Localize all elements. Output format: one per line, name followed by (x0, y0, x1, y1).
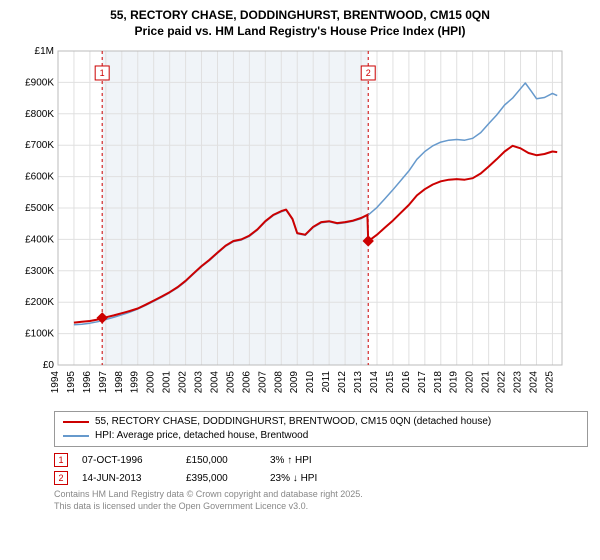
svg-text:2013: 2013 (353, 371, 364, 394)
legend-item: HPI: Average price, detached house, Bren… (63, 429, 579, 443)
svg-text:1: 1 (100, 68, 105, 78)
title-line1: 55, RECTORY CHASE, DODDINGHURST, BRENTWO… (10, 8, 590, 24)
legend-swatch (63, 421, 89, 423)
transaction-marker: 2 (54, 471, 68, 485)
svg-text:2009: 2009 (289, 371, 300, 394)
price-chart: £0 £100K £200K £300K £400K £500K £600K £700K £80… (10, 45, 570, 405)
svg-text:2023: 2023 (513, 371, 524, 394)
svg-text:1994: 1994 (50, 371, 61, 394)
transaction-delta: 3% ↑ HPI (270, 455, 312, 466)
svg-text:1999: 1999 (130, 371, 141, 394)
svg-text:£100K: £100K (25, 329, 54, 340)
transactions-table: 1 07-OCT-1996 £150,000 3% ↑ HPI 2 14-JUN-2013… (54, 453, 588, 485)
svg-text:£900K: £900K (25, 78, 54, 89)
transaction-date: 07-OCT-1996 (82, 455, 172, 466)
svg-text:1995: 1995 (66, 371, 77, 394)
footer-line1: Contains HM Land Registry data © Crown c… (54, 489, 588, 501)
svg-text:2004: 2004 (209, 371, 220, 394)
svg-text:2016: 2016 (401, 371, 412, 394)
svg-text:2012: 2012 (337, 371, 348, 394)
transaction-row: 2 14-JUN-2013 £395,000 23% ↓ HPI (54, 471, 588, 485)
svg-text:£600K: £600K (25, 172, 54, 183)
title-line2: Price paid vs. HM Land Registry's House … (10, 24, 590, 40)
transaction-marker: 1 (54, 453, 68, 467)
svg-text:£400K: £400K (25, 235, 54, 246)
svg-text:2017: 2017 (417, 371, 428, 394)
transaction-delta: 23% ↓ HPI (270, 473, 317, 484)
transaction-price: £395,000 (186, 473, 256, 484)
svg-text:2002: 2002 (178, 371, 189, 394)
svg-text:2: 2 (366, 68, 371, 78)
legend-label: 55, RECTORY CHASE, DODDINGHURST, BRENTWO… (95, 415, 491, 429)
legend: 55, RECTORY CHASE, DODDINGHURST, BRENTWO… (54, 411, 588, 447)
svg-text:2008: 2008 (273, 371, 284, 394)
svg-text:2000: 2000 (146, 371, 157, 394)
svg-text:2003: 2003 (194, 371, 205, 394)
svg-text:1996: 1996 (82, 371, 93, 394)
svg-text:2014: 2014 (369, 371, 380, 394)
svg-text:2011: 2011 (321, 371, 332, 393)
svg-text:2015: 2015 (385, 371, 396, 394)
transaction-date: 14-JUN-2013 (82, 473, 172, 484)
svg-text:£300K: £300K (25, 266, 54, 277)
svg-text:2018: 2018 (433, 371, 444, 394)
svg-text:2006: 2006 (241, 371, 252, 394)
transaction-price: £150,000 (186, 455, 256, 466)
svg-text:2021: 2021 (481, 371, 492, 394)
svg-text:1998: 1998 (114, 371, 125, 394)
transaction-row: 1 07-OCT-1996 £150,000 3% ↑ HPI (54, 453, 588, 467)
svg-text:2005: 2005 (225, 371, 236, 394)
svg-text:2019: 2019 (449, 371, 460, 394)
svg-text:2001: 2001 (162, 371, 173, 394)
svg-text:2007: 2007 (257, 371, 268, 394)
svg-text:£200K: £200K (25, 297, 54, 308)
svg-text:2022: 2022 (497, 371, 508, 394)
svg-text:£1M: £1M (35, 46, 54, 57)
svg-text:2010: 2010 (305, 371, 316, 394)
svg-text:£0: £0 (43, 360, 55, 371)
svg-text:£700K: £700K (25, 140, 54, 151)
svg-text:2025: 2025 (544, 371, 555, 394)
svg-text:1997: 1997 (98, 371, 109, 394)
legend-label: HPI: Average price, detached house, Bren… (95, 429, 308, 443)
svg-text:£800K: £800K (25, 109, 54, 120)
svg-text:2024: 2024 (528, 371, 539, 394)
footer-line2: This data is licensed under the Open Gov… (54, 501, 588, 513)
svg-text:2020: 2020 (465, 371, 476, 394)
svg-text:£500K: £500K (25, 203, 54, 214)
footer: Contains HM Land Registry data © Crown c… (54, 489, 588, 512)
legend-item: 55, RECTORY CHASE, DODDINGHURST, BRENTWO… (63, 415, 579, 429)
legend-swatch (63, 435, 89, 437)
